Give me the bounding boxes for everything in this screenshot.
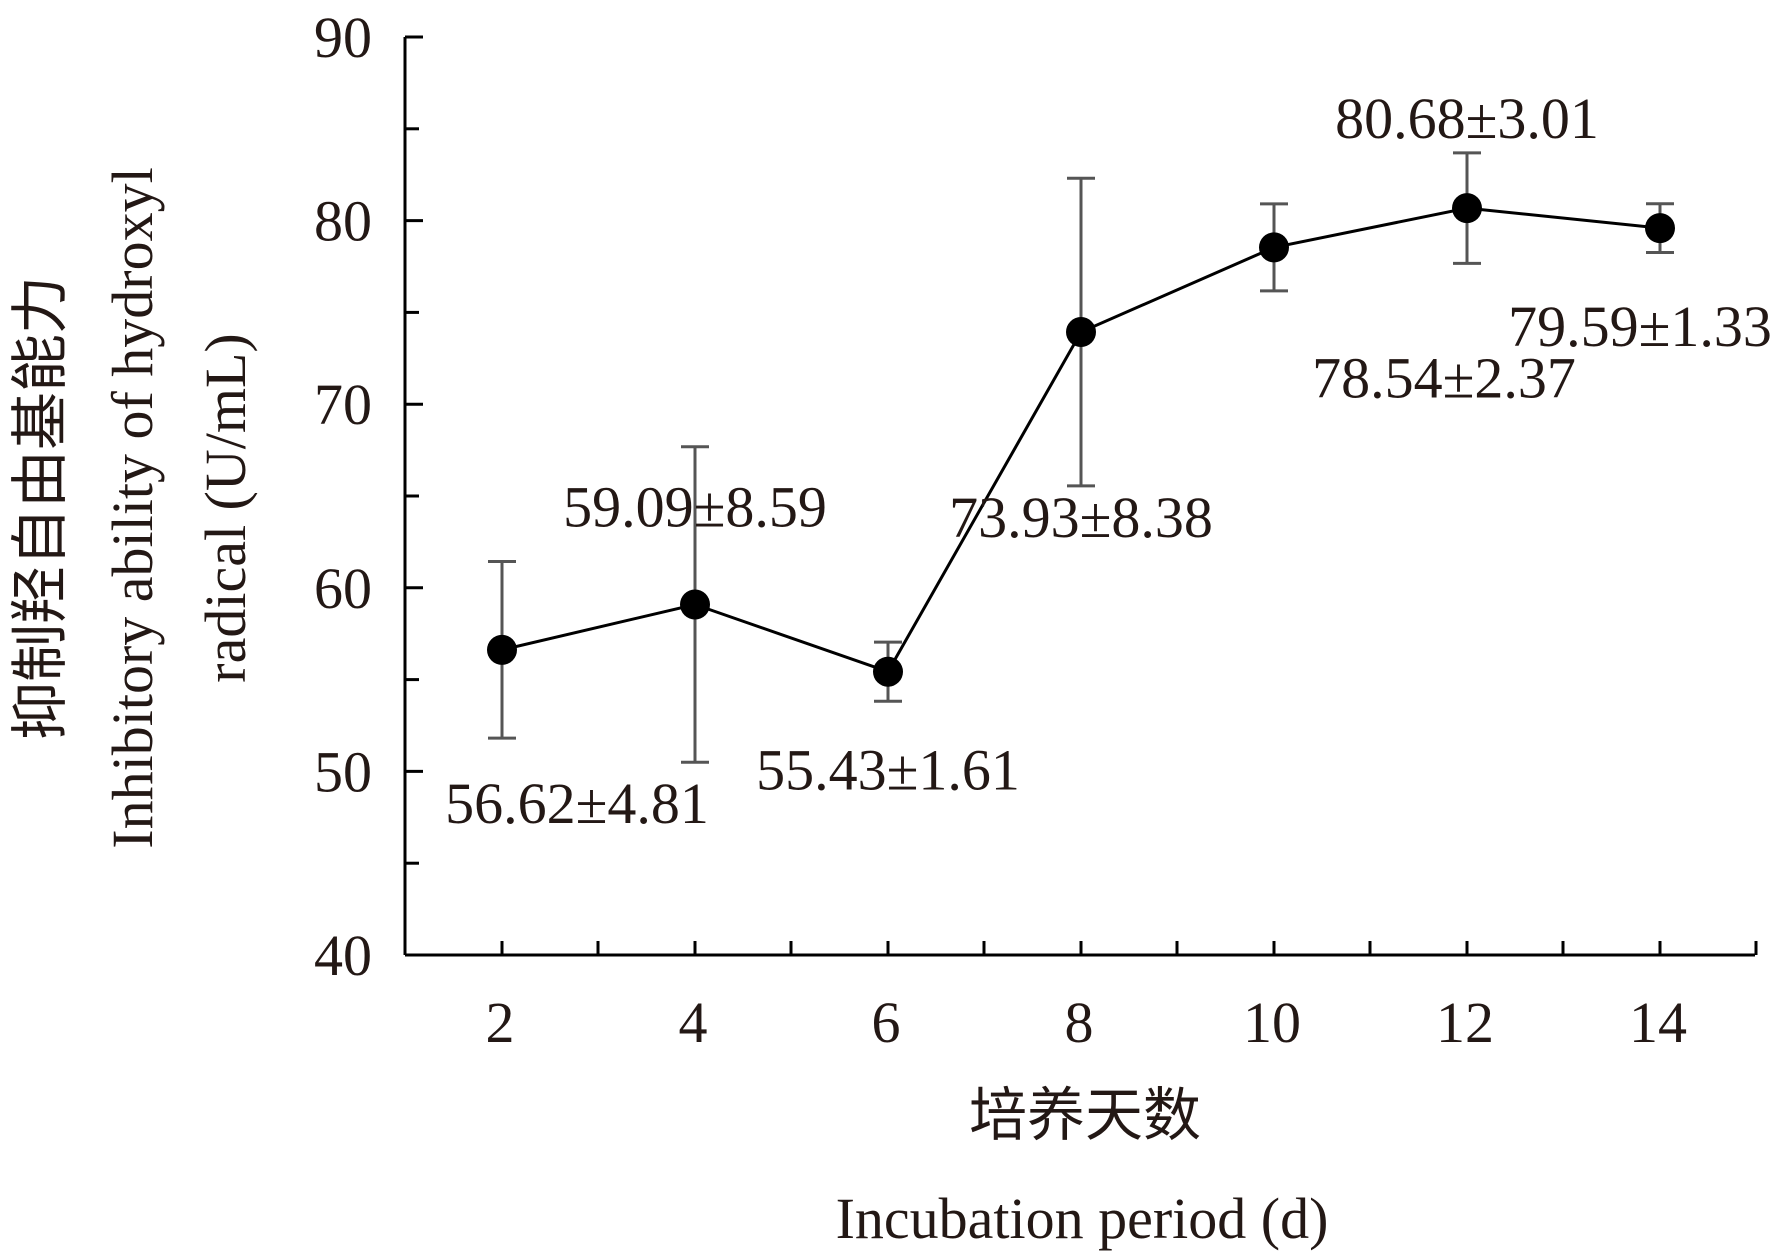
y-axis-title-en-line1: Inhibitory ability of hydroxyl — [100, 167, 165, 848]
data-label: 56.62±4.81 — [445, 771, 709, 836]
x-tick-label: 8 — [1065, 990, 1094, 1055]
y-tick-label: 90 — [314, 5, 372, 70]
data-point — [680, 589, 710, 620]
y-tick-label: 80 — [314, 189, 372, 254]
y-ticks: 40 50 60 70 80 90 — [314, 5, 423, 988]
x-tick-label: 4 — [679, 990, 708, 1055]
x-tick-label: 2 — [486, 990, 515, 1055]
x-ticks: 2 4 6 8 10 12 14 — [403, 941, 1758, 1055]
y-tick-label: 70 — [314, 372, 372, 437]
x-tick-label: 12 — [1436, 990, 1494, 1055]
y-axis-title-cn: 抑制羟自由基能力 — [8, 276, 73, 740]
data-label: 78.54±2.37 — [1312, 345, 1576, 410]
y-axis-title-en-line2: radical (U/mL) — [193, 333, 258, 682]
markers — [487, 193, 1675, 687]
data-label: 79.59±1.33 — [1508, 294, 1772, 359]
data-point — [1452, 193, 1482, 224]
y-tick-label: 60 — [314, 556, 372, 621]
x-tick-label: 6 — [872, 990, 901, 1055]
data-point — [1066, 317, 1096, 348]
data-point — [1259, 232, 1289, 263]
data-point — [487, 634, 517, 665]
error-bars — [488, 151, 1674, 764]
data-label: 55.43±1.61 — [756, 738, 1020, 803]
data-point — [1645, 213, 1675, 244]
data-point — [873, 656, 903, 687]
y-tick-label: 50 — [314, 739, 372, 804]
x-tick-label: 14 — [1629, 990, 1687, 1055]
x-axis-title-en: Incubation period (d) — [836, 1186, 1329, 1251]
data-label: 73.93±8.38 — [949, 485, 1213, 550]
x-tick-label: 10 — [1243, 990, 1301, 1055]
data-label: 80.68±3.01 — [1335, 86, 1599, 151]
data-labels: 56.62±4.81 59.09±8.59 55.43±1.61 73.93±8.38… — [445, 86, 1772, 836]
y-tick-label: 40 — [314, 923, 372, 988]
data-label: 59.09±8.59 — [563, 475, 827, 540]
x-axis-title-cn: 培养天数 — [969, 1083, 1201, 1148]
